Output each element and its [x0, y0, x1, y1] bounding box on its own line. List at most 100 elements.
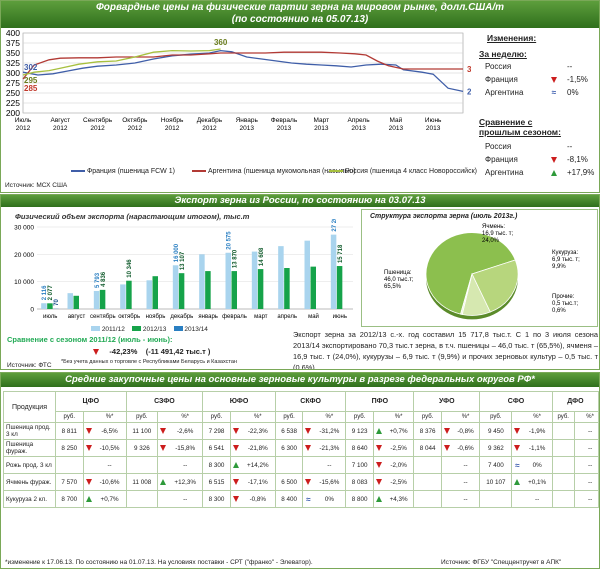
- price-change: -21,8%: [240, 439, 276, 457]
- forward-prices-panel: Форвардные цены на физические партии зер…: [0, 0, 600, 193]
- price-change: --: [582, 490, 599, 508]
- product-header: Продукция: [3, 391, 56, 423]
- line-x-tick-year: 2012: [16, 125, 31, 132]
- district-header: ЦФО: [55, 391, 127, 412]
- price-value: 8 300: [202, 456, 231, 474]
- down-arrow-icon: [443, 444, 450, 451]
- line-x-tick-year: 2012: [90, 125, 105, 132]
- line-y-tick-label: 400: [6, 29, 20, 38]
- line-legend-argentina: Аргентина (пшеница мукомольная (насыпью): [192, 168, 356, 175]
- down-arrow-icon: [375, 478, 382, 485]
- product-name: Пшеница фураж.: [3, 439, 56, 457]
- price-change-symbol: [229, 473, 241, 491]
- pie-label: 16,9 тыс. т;: [482, 231, 513, 237]
- price-change: -1,1%: [522, 439, 553, 457]
- district-header: ПФО: [345, 391, 415, 412]
- line-series-russia: [22, 48, 221, 76]
- price-change: -22,3%: [240, 422, 276, 440]
- compare-label: Сравнение с сезоном 2011/12 (июль - июнь…: [7, 335, 173, 344]
- line-y-tick-label: 325: [6, 58, 20, 68]
- down-arrow-icon: [85, 444, 92, 451]
- price-change: -0,8%: [451, 422, 481, 440]
- price-change-symbol: [573, 422, 583, 440]
- legend-line-france-icon: [71, 170, 85, 173]
- price-value: 8 811: [55, 422, 84, 440]
- change-country: Аргентина: [485, 168, 524, 177]
- line-x-tick-year: 2013: [277, 125, 292, 132]
- price-change-symbol: [302, 456, 314, 474]
- price-value: 7 298: [202, 422, 231, 440]
- change-value: -1,5%: [567, 75, 588, 84]
- unit-rub: руб.: [479, 411, 513, 423]
- unit-rub: руб.: [274, 411, 304, 423]
- line-annotation-a360: 360: [214, 38, 228, 47]
- price-value: 7 100: [345, 456, 374, 474]
- bar-data-label: 20 575: [227, 231, 233, 250]
- district-header: УФО: [413, 391, 481, 412]
- price-value: [55, 456, 84, 474]
- bar-2011-12-5: [172, 265, 179, 309]
- season-label-2: прошлым сезоном:: [479, 127, 561, 137]
- line-x-tick-year: 2012: [128, 125, 143, 132]
- line-y-tick-label: 250: [6, 88, 20, 98]
- week-label: За неделю:: [479, 49, 527, 59]
- down-arrow-icon: [85, 427, 92, 434]
- change-value: --: [567, 62, 573, 71]
- down-arrow-icon: [551, 156, 557, 163]
- down-arrow-icon: [375, 444, 382, 451]
- bar-data-label: 5 793: [95, 272, 101, 288]
- price-change: -31,2%: [313, 422, 347, 440]
- down-arrow-icon: [514, 427, 521, 434]
- price-change-symbol: [157, 473, 169, 491]
- changes-box: Изменения: За неделю: Россия -- Франция -…: [475, 31, 599, 191]
- price-change: -0,8%: [240, 490, 276, 508]
- down-arrow-icon: [551, 76, 557, 83]
- price-value: 11 008: [125, 473, 159, 491]
- line-annotation-a310: 310: [467, 65, 471, 74]
- price-value: 8 800: [345, 490, 374, 508]
- up-arrow-icon: [514, 478, 521, 485]
- price-change: -2,5%: [383, 439, 415, 457]
- change-country: Россия: [485, 62, 512, 71]
- export-text: Экспорт зерна за 2012/13 с.-х. год соста…: [293, 330, 598, 370]
- price-value: 8 250: [55, 439, 84, 457]
- line-y-tick-label: 225: [6, 98, 20, 108]
- unit-pct: %*: [313, 411, 347, 423]
- pie-slice-0: [425, 232, 516, 315]
- price-change-symbol: [372, 439, 384, 457]
- unit-rub: руб.: [345, 411, 374, 423]
- product-name: Ячмень фураж.: [3, 473, 56, 491]
- bar-2012-13-10: [310, 266, 316, 309]
- price-change: --: [582, 473, 599, 491]
- product-name: Пшеница прод. 3 кл: [3, 422, 56, 440]
- bar-x-tick-label: февраль: [222, 314, 247, 320]
- price-change-symbol: [372, 490, 384, 508]
- price-change-symbol: [302, 473, 314, 491]
- price-change: --: [168, 490, 204, 508]
- unit-pct: %*: [168, 411, 204, 423]
- export-title: Экспорт зерна из России, по состоянию на…: [174, 195, 426, 206]
- price-value: [274, 456, 304, 474]
- compare-pct: -42,23%: [109, 347, 138, 356]
- bar-2011-12-4: [146, 280, 152, 309]
- price-value: [551, 473, 575, 491]
- bar-2012-13-8: [257, 269, 264, 309]
- price-change-symbol: [229, 439, 241, 457]
- price-change-symbol: [229, 422, 241, 440]
- price-change: -15,6%: [313, 473, 347, 491]
- district-header: ДФО: [551, 391, 599, 412]
- price-value: [551, 456, 575, 474]
- bar-x-tick-label: июль: [43, 314, 57, 320]
- prices-panel: Средние закупочные цены на основные зерн…: [0, 372, 600, 569]
- pie-label: 46,0 тыс.т;: [384, 277, 414, 283]
- pie-box: Структура экспорта зерна (июль 2013г.) П…: [361, 209, 598, 327]
- bar-2012-13-4: [152, 276, 158, 309]
- bar-2011-12-1: [67, 293, 73, 309]
- line-x-tick-label: Август: [50, 117, 70, 124]
- price-value: 8 400: [274, 490, 304, 508]
- bar-x-tick-label: сентябрь: [90, 314, 116, 320]
- prices-title: Средние закупочные цены на основные зерн…: [65, 374, 535, 385]
- bar-2012-13-2: [99, 289, 106, 309]
- bar-data-label: 2 116: [42, 285, 48, 300]
- price-change: --: [582, 456, 599, 474]
